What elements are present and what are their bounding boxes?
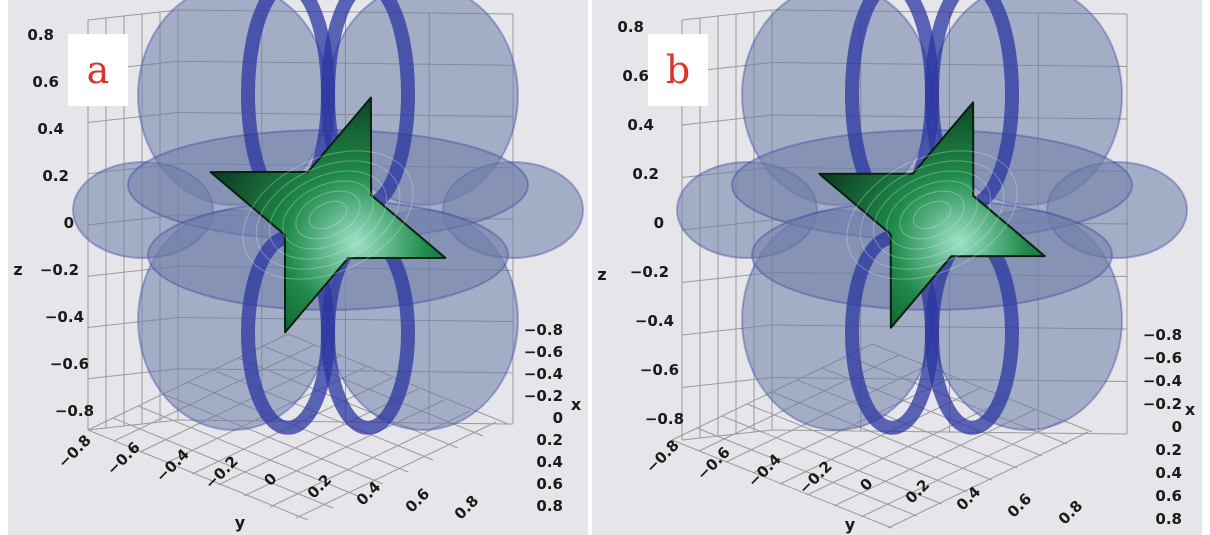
inner-surface-gridline: [899, 190, 965, 240]
grid-line: [806, 398, 1008, 496]
panel-label-b: b: [665, 48, 691, 92]
inner-surface-gridline: [268, 170, 388, 260]
chart-panel-b: 0.8 0.6 0.4 0.2 0 −0.2 −0.4 −0.6 −0.8 −0.8 −0.6 −0.…: [592, 0, 1202, 535]
x-tick-label: 0.8: [536, 497, 563, 515]
z-tick-label: 0: [64, 214, 74, 232]
inner-surface-gridline: [886, 180, 978, 250]
z-tick-label: 0.8: [27, 26, 54, 44]
inner-surface-gridline: [308, 200, 348, 230]
grid-line: [295, 421, 497, 519]
inner-surface-gridline: [295, 190, 361, 240]
z-tick-label: −0.4: [635, 312, 674, 330]
grid-line: [887, 431, 1089, 529]
inner-surface-gridline: [846, 150, 1018, 280]
x-tick-label: −0.6: [1143, 349, 1182, 367]
y-tick-label: 0.2: [902, 476, 934, 508]
inner-surface-gridline: [255, 160, 401, 270]
x-tick-label: −0.8: [1143, 326, 1182, 344]
plot-area-a: 0.80.60.40.20−0.2−0.4−0.6−0.8−0.8 −0.6 −0.…: [13, 0, 584, 532]
grid-line: [721, 415, 943, 505]
z-tick-label: −0.6: [50, 355, 89, 373]
x-axis-label: x: [571, 395, 582, 414]
x-tick-label: 0.6: [536, 475, 563, 493]
y-tick-label: 0.8: [451, 492, 483, 524]
grid-line: [696, 427, 918, 517]
x-tick-label: 0.8: [1155, 510, 1182, 528]
inner-star-surface: [209, 96, 447, 334]
x-tick-label: −0.6: [524, 343, 563, 361]
grid-line: [833, 409, 1035, 507]
y-tick-label: −0.8: [54, 431, 94, 471]
inner-surface-gridline: [282, 180, 374, 250]
grid-line: [671, 439, 893, 529]
z-tick-label: −0.2: [40, 261, 79, 279]
inner-surface-gridline: [242, 150, 414, 280]
z-tick-label: 0.4: [627, 116, 654, 134]
x-tick-label: 0.4: [536, 453, 563, 471]
x-axis-label: x: [1185, 400, 1196, 419]
y-axis-label: y: [235, 513, 246, 532]
y-tick-label: −0.2: [201, 452, 241, 492]
x-tick-label: 0: [553, 409, 563, 427]
inner-surface-gridline: [872, 170, 992, 260]
z-tick-label: 0.2: [632, 165, 659, 183]
z-tick-label: 0: [654, 214, 664, 232]
x-tick-label: −0.4: [1143, 372, 1182, 390]
grid-line: [87, 429, 309, 521]
grid-line: [87, 419, 179, 431]
grid-line: [681, 9, 773, 21]
x-tick-label: −0.8: [524, 321, 563, 339]
panel-label-b-box: b: [648, 34, 708, 106]
grid-line: [137, 405, 359, 497]
inner-surface-gridline: [859, 160, 1005, 270]
panel-label-a: a: [86, 48, 110, 92]
y-tick-label: −0.4: [744, 450, 784, 490]
y-tick-label: 0.6: [1004, 490, 1036, 522]
grid-line: [112, 417, 334, 509]
y-tick-label: 0: [856, 474, 876, 494]
x-tick-label: −0.4: [524, 365, 563, 383]
grid-line: [860, 420, 1062, 518]
z-tick-label: −0.2: [630, 263, 669, 281]
y-tick-label: −0.4: [152, 445, 192, 485]
chart-panel-a: 0.8 0.6 0.4 0.2 0 −0.2 −0.4 −0.6 −0.8 −0.8 −0.6 −0.…: [8, 0, 588, 535]
x-tick-label: 0.2: [1155, 441, 1182, 459]
x-tick-label: −0.2: [1143, 395, 1182, 413]
x-tick-label: 0.2: [536, 431, 563, 449]
y-tick-label: 0.6: [402, 485, 434, 517]
x-tick-label: 0: [1172, 418, 1182, 436]
z-axis-label: z: [13, 260, 22, 279]
grid-line: [87, 9, 179, 21]
grid-line: [746, 403, 968, 493]
z-tick-label: 0.8: [617, 18, 644, 36]
x-tick-label: −0.2: [524, 387, 563, 405]
z-tick-label: −0.8: [645, 410, 684, 428]
x-tick-label: 0.6: [1155, 487, 1182, 505]
panel-label-a-box: a: [68, 34, 128, 106]
z-tick-label: −0.6: [640, 361, 679, 379]
y-axis-label: y: [845, 515, 856, 534]
y-tick-label: −0.2: [795, 457, 835, 497]
plot-area-b: 0.8 0.6 0.4 0.2 0 −0.2 −0.4 −0.6 −0.8 −0.8 −0.6 −0.…: [597, 0, 1196, 534]
z-tick-label: −0.4: [45, 308, 84, 326]
y-tick-label: 0.8: [1055, 497, 1087, 529]
inner-star-surface: [818, 101, 1046, 329]
grid-line: [681, 429, 773, 441]
y-tick-label: 0.4: [953, 483, 985, 515]
inner-surface-gridline: [912, 200, 952, 230]
y-tick-label: −0.6: [693, 443, 733, 483]
z-tick-label: 0.2: [42, 167, 69, 185]
z-tick-label: 0.4: [37, 120, 64, 138]
z-tick-label: 0.6: [622, 67, 649, 85]
x-tick-label: 0.4: [1155, 464, 1182, 482]
z-tick-label: 0.6: [32, 73, 59, 91]
z-tick-label: −0.8: [55, 402, 94, 420]
z-axis-label: z: [597, 265, 606, 284]
